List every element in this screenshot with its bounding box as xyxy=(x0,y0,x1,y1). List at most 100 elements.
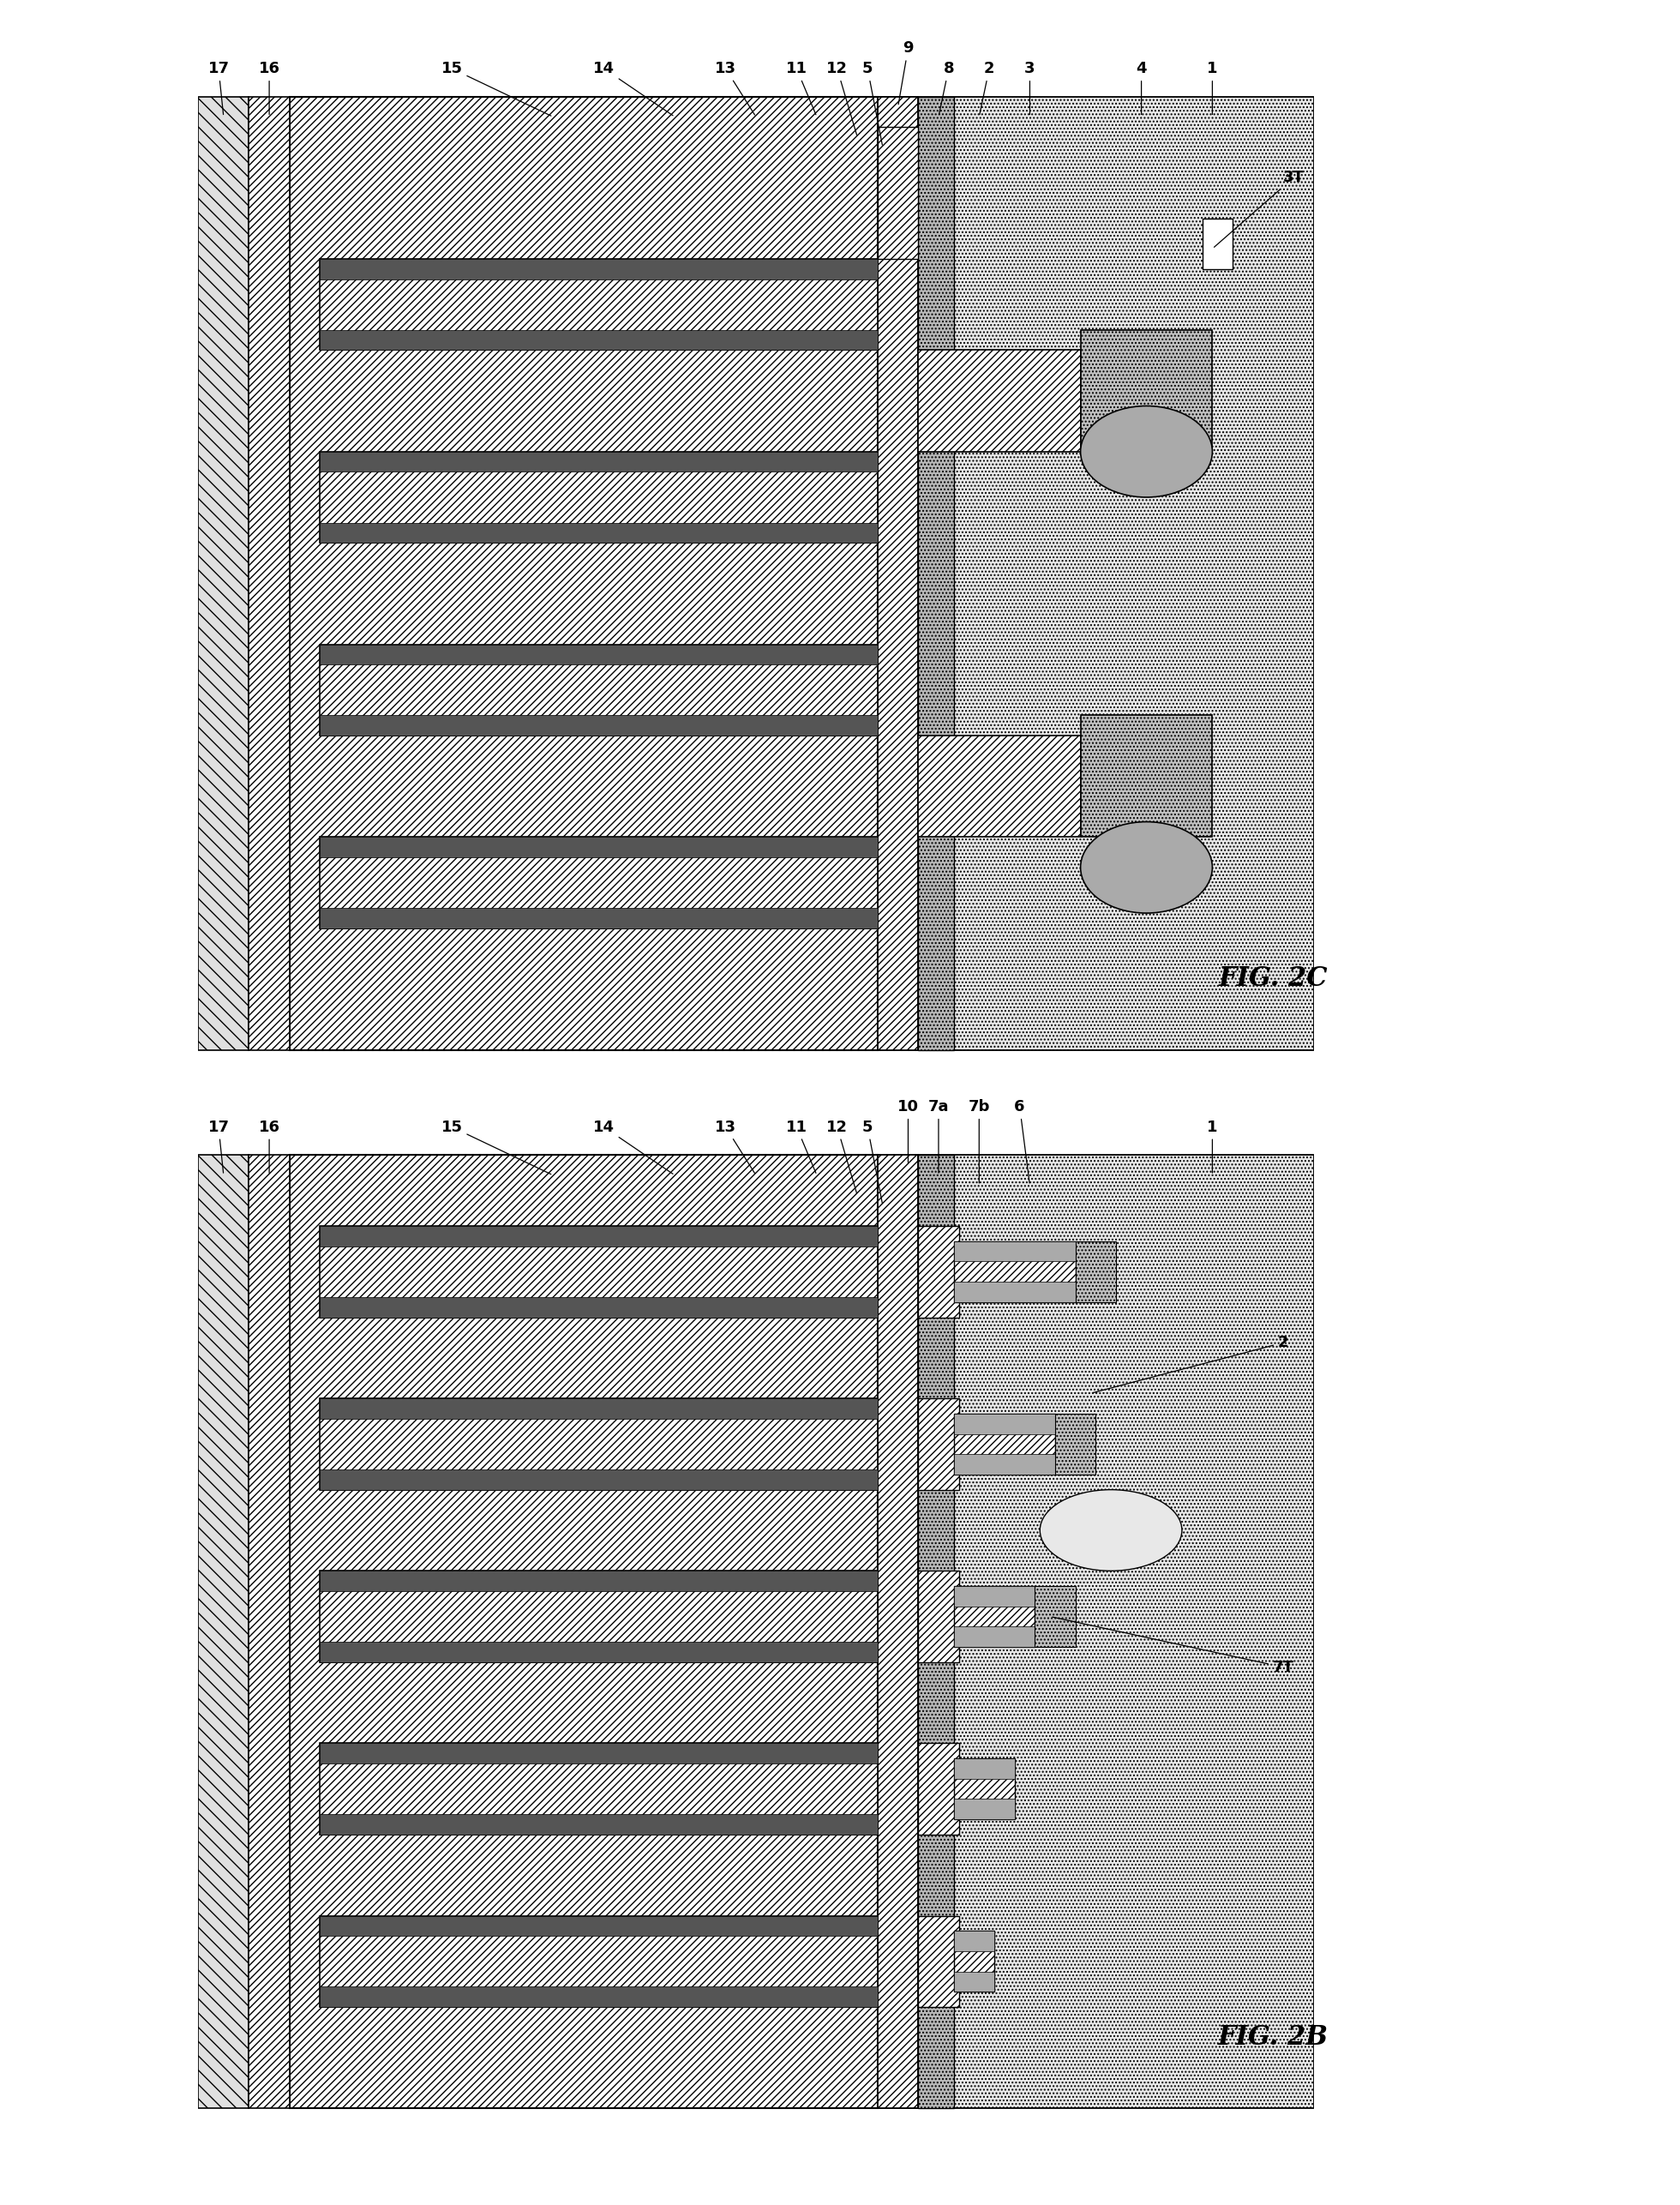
Bar xyxy=(919,1398,959,1491)
Text: 7T: 7T xyxy=(1052,1616,1294,1676)
Bar xyxy=(954,1971,995,1991)
Bar xyxy=(954,1281,1075,1301)
Bar xyxy=(877,97,1314,1050)
Bar xyxy=(319,1297,877,1316)
Bar xyxy=(919,1226,959,1316)
Bar xyxy=(319,258,877,351)
Bar xyxy=(319,523,877,542)
Bar xyxy=(954,1932,995,1991)
Bar xyxy=(954,1585,1035,1647)
Bar xyxy=(319,644,877,736)
Text: 11: 11 xyxy=(786,62,816,115)
Bar xyxy=(319,1815,877,1835)
Text: 1: 1 xyxy=(1206,1120,1218,1173)
Bar xyxy=(319,452,877,542)
Text: 12: 12 xyxy=(827,1120,857,1193)
Bar xyxy=(319,1570,877,1663)
Text: 12: 12 xyxy=(827,62,857,135)
Bar xyxy=(1055,1413,1095,1475)
Text: 14: 14 xyxy=(593,62,674,115)
Bar xyxy=(319,1916,877,1936)
Bar xyxy=(319,1398,877,1418)
Bar xyxy=(319,1226,877,1316)
Bar xyxy=(319,908,877,928)
Text: 17: 17 xyxy=(208,1120,228,1173)
Text: 13: 13 xyxy=(716,1120,754,1173)
Text: 5: 5 xyxy=(862,62,882,146)
Text: 13: 13 xyxy=(716,62,754,115)
Bar xyxy=(319,1469,877,1491)
Bar xyxy=(198,1155,249,2108)
Bar xyxy=(289,1155,877,2108)
Text: FIG. 2B: FIG. 2B xyxy=(1218,2024,1329,2051)
Ellipse shape xyxy=(1080,406,1213,496)
Text: 15: 15 xyxy=(442,62,551,117)
Text: 9: 9 xyxy=(899,40,914,104)
Bar xyxy=(319,1987,877,2007)
Bar xyxy=(919,97,954,1050)
Bar xyxy=(919,1744,959,1835)
Bar xyxy=(319,838,877,928)
Bar xyxy=(954,1627,1035,1647)
Bar xyxy=(954,1413,1055,1475)
Bar xyxy=(319,1643,877,1663)
Bar xyxy=(954,1932,995,1951)
Text: 14: 14 xyxy=(593,1120,674,1173)
Bar xyxy=(877,128,919,258)
Bar xyxy=(919,351,1080,452)
Bar xyxy=(1080,714,1213,838)
Text: 8: 8 xyxy=(939,62,954,115)
Bar xyxy=(319,1744,877,1835)
Bar xyxy=(198,97,249,1050)
Text: 16: 16 xyxy=(259,62,281,115)
Bar xyxy=(919,736,1080,838)
Text: 16: 16 xyxy=(259,1120,281,1173)
Text: 17: 17 xyxy=(208,62,228,115)
Bar xyxy=(319,1916,877,2007)
Bar xyxy=(319,1226,877,1246)
Bar xyxy=(954,1760,1015,1819)
Bar xyxy=(877,1155,919,2108)
Bar xyxy=(1035,1585,1075,1647)
Bar xyxy=(319,1570,877,1592)
Bar xyxy=(954,1799,1015,1819)
Text: 7b: 7b xyxy=(968,1098,990,1184)
Bar xyxy=(954,1413,1055,1433)
Bar xyxy=(954,1455,1055,1475)
Bar xyxy=(1203,218,1233,269)
Bar xyxy=(877,97,919,1050)
Bar xyxy=(249,97,289,1050)
Ellipse shape xyxy=(1080,822,1213,913)
Bar xyxy=(319,452,877,472)
Bar xyxy=(289,97,877,1050)
Bar xyxy=(319,1398,877,1491)
Bar xyxy=(954,1585,1035,1605)
Text: 1: 1 xyxy=(1206,62,1218,115)
Bar xyxy=(1075,1241,1116,1301)
Bar xyxy=(319,838,877,858)
Bar xyxy=(954,1241,1075,1261)
Text: 7a: 7a xyxy=(927,1098,949,1173)
Bar xyxy=(954,1760,1015,1779)
Bar xyxy=(319,644,877,664)
Text: 3T: 3T xyxy=(1215,170,1304,247)
Text: 2: 2 xyxy=(979,62,995,115)
Bar xyxy=(919,1155,954,2108)
Text: 2: 2 xyxy=(1094,1334,1289,1394)
Bar xyxy=(919,1916,959,2007)
Text: 10: 10 xyxy=(897,1098,919,1162)
Text: 6: 6 xyxy=(1015,1098,1030,1184)
Bar xyxy=(1080,331,1213,452)
Bar xyxy=(954,1241,1075,1301)
Ellipse shape xyxy=(1040,1491,1183,1570)
Text: 5: 5 xyxy=(862,1120,882,1204)
Text: 4: 4 xyxy=(1136,62,1147,115)
Bar xyxy=(319,331,877,351)
Bar xyxy=(319,714,877,736)
Text: 11: 11 xyxy=(786,1120,816,1173)
Text: 3: 3 xyxy=(1025,62,1035,115)
Bar xyxy=(319,258,877,280)
Text: 15: 15 xyxy=(442,1120,551,1175)
Bar xyxy=(319,1744,877,1764)
Bar xyxy=(919,1570,959,1663)
